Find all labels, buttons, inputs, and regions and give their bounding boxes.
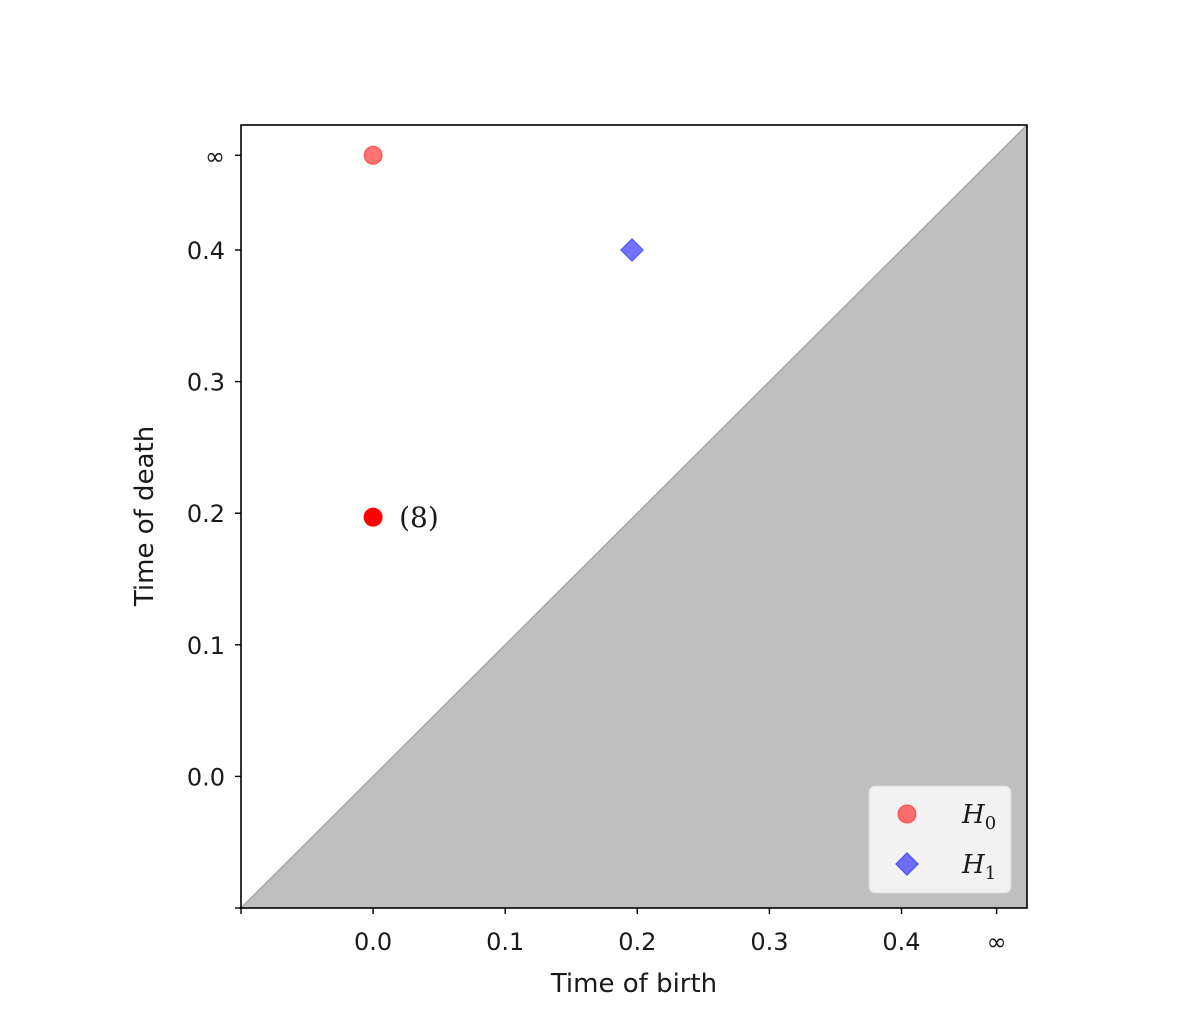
y-axis-label: Time of death <box>130 426 160 607</box>
data-point-h0 <box>363 507 383 527</box>
y-tick-label: 0.4 <box>187 237 225 265</box>
legend-marker-h0 <box>897 804 917 824</box>
x-tick-label: 0.0 <box>354 928 392 956</box>
y-tick-label: ∞ <box>205 142 225 170</box>
x-tick-label: 0.3 <box>750 928 788 956</box>
x-tick-label: 0.2 <box>618 928 656 956</box>
legend-marker-h1 <box>895 852 919 876</box>
x-tick-label: 0.4 <box>882 928 920 956</box>
x-tick-label: ∞ <box>987 928 1007 956</box>
legend-label: H0 <box>961 800 996 834</box>
y-tick-label: 0.2 <box>187 500 225 528</box>
y-tick-label: 0.1 <box>187 632 225 660</box>
diagonal-line <box>240 124 1028 909</box>
data-point-h1 <box>620 238 644 262</box>
multiplicity-annotation: (8) <box>399 501 439 534</box>
plot-frame <box>240 124 1028 909</box>
data-point-h0 <box>363 145 383 165</box>
y-tick-label: 0.0 <box>187 763 225 791</box>
x-axis-label: Time of birth <box>550 969 717 999</box>
y-tick-label: 0.3 <box>187 369 225 397</box>
x-tick-label: 0.1 <box>486 928 524 956</box>
